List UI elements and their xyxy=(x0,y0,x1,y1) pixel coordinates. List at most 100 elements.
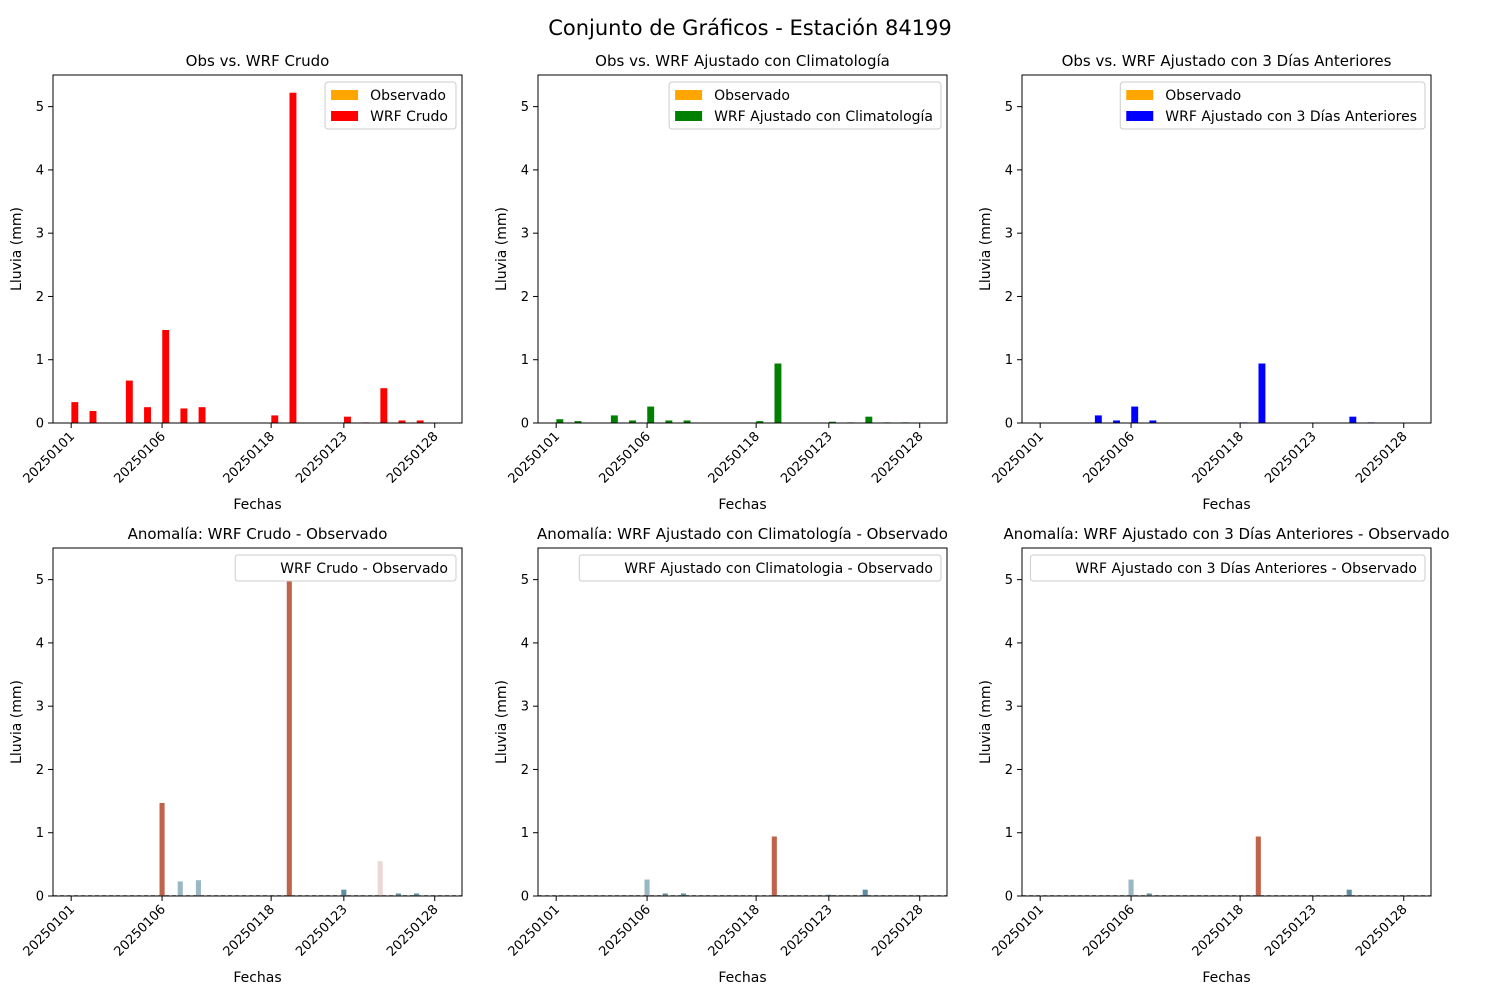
x-axis-label: Fechas xyxy=(233,497,281,513)
x-tick-label: 20250106 xyxy=(1080,902,1137,959)
axes-frame xyxy=(537,547,948,897)
bar xyxy=(377,861,383,896)
legend-entry: Observado xyxy=(1165,88,1241,104)
y-tick-label: 0 xyxy=(1005,890,1013,905)
subplot-title: Anomalía: WRF Ajustado con Climatología … xyxy=(537,525,948,543)
subplot-title: Anomalía: WRF Ajustado con 3 Días Anteri… xyxy=(1003,525,1449,543)
axes-frame xyxy=(1021,547,1432,897)
x-tick-label: 20250118 xyxy=(706,902,763,959)
legend-entry: Observado xyxy=(370,88,446,104)
y-tick-label: 2 xyxy=(1005,763,1013,778)
bar xyxy=(662,893,668,896)
x-tick-label: 20250128 xyxy=(1353,902,1410,959)
x-axis-label: Fechas xyxy=(718,497,766,513)
bar xyxy=(180,408,188,423)
bar xyxy=(756,421,764,423)
y-axis-label: Lluvia (mm) xyxy=(9,207,25,291)
bar xyxy=(574,421,582,423)
y-tick-label: 3 xyxy=(1005,700,1013,715)
subplot-5: Anomalía: WRF Ajustado con Climatología … xyxy=(494,525,948,986)
bar xyxy=(398,420,406,423)
bar xyxy=(680,893,686,896)
bar xyxy=(289,92,297,423)
y-tick-label: 4 xyxy=(36,636,44,651)
subplot-title: Anomalía: WRF Crudo - Observado xyxy=(128,525,388,543)
legend-box xyxy=(1119,81,1426,130)
x-tick-label: 20250123 xyxy=(778,429,835,486)
x-axis-label: Fechas xyxy=(1202,970,1250,986)
legend-entry: WRF Ajustado con 3 Días Anteriores xyxy=(1165,109,1417,125)
x-tick-label: 20250123 xyxy=(1262,429,1319,486)
bar xyxy=(380,388,388,423)
bar xyxy=(1146,893,1152,896)
y-tick-label: 0 xyxy=(521,417,529,432)
bar xyxy=(286,565,292,896)
subplot-3: Obs vs. WRF Ajustado con 3 Días Anterior… xyxy=(978,52,1432,513)
x-tick-label: 20250123 xyxy=(293,429,350,486)
bar xyxy=(395,893,401,896)
legend-swatch xyxy=(675,90,703,100)
subplot-1: Obs vs. WRF Crudo 0 1 2 3 4 5 20250101 20250106 2… xyxy=(9,52,463,513)
y-tick-label: 2 xyxy=(36,290,44,305)
bar xyxy=(271,415,279,423)
y-tick-label: 1 xyxy=(1005,826,1013,841)
legend-entry: WRF Ajustado con Climatología xyxy=(714,109,933,125)
x-tick-label: 20250128 xyxy=(384,902,441,959)
legend: WRF Ajustado con Climatologia - Observad… xyxy=(578,554,942,582)
bar xyxy=(89,410,97,423)
y-tick-label: 5 xyxy=(36,573,44,588)
x-tick-label: 20250106 xyxy=(1080,429,1137,486)
legend-swatch xyxy=(1126,111,1154,121)
bar xyxy=(644,879,650,896)
y-tick-label: 5 xyxy=(521,100,529,115)
x-tick-label: 20250128 xyxy=(384,429,441,486)
x-tick-label: 20250118 xyxy=(1190,902,1247,959)
y-tick-label: 1 xyxy=(36,353,44,368)
x-tick-label: 20250101 xyxy=(990,902,1047,959)
legend: Observado WRF Crudo xyxy=(324,81,457,130)
legend-swatch xyxy=(331,111,359,121)
bar xyxy=(162,329,170,423)
legend-box xyxy=(578,554,942,582)
y-tick-label: 5 xyxy=(36,100,44,115)
bar xyxy=(1149,420,1157,423)
x-tick-label: 20250106 xyxy=(596,902,653,959)
x-tick-label: 20250106 xyxy=(111,429,168,486)
legend: WRF Crudo - Observado xyxy=(234,554,457,582)
x-tick-label: 20250101 xyxy=(21,902,78,959)
bar xyxy=(414,893,420,896)
y-tick-label: 2 xyxy=(521,763,529,778)
subplot-title: Obs vs. WRF Crudo xyxy=(186,52,330,70)
bar xyxy=(144,407,151,423)
y-axis-label: Lluvia (mm) xyxy=(494,207,510,291)
x-tick-label: 20250128 xyxy=(869,902,926,959)
legend-entry: WRF Crudo xyxy=(370,109,448,125)
x-tick-label: 20250106 xyxy=(111,902,168,959)
legend-swatch xyxy=(331,90,359,100)
bar xyxy=(71,402,79,423)
y-tick-label: 4 xyxy=(521,636,529,651)
x-tick-label: 20250123 xyxy=(293,902,350,959)
x-axis-label: Fechas xyxy=(233,970,281,986)
subplot-4: Anomalía: WRF Crudo - Observado 0 1 2 3 4 5 202… xyxy=(9,525,463,986)
bar xyxy=(665,420,673,423)
x-axis-label: Fechas xyxy=(1202,497,1250,513)
bar xyxy=(341,889,347,896)
x-tick-label: 20250123 xyxy=(778,902,835,959)
bar xyxy=(771,836,777,896)
bar xyxy=(556,419,564,423)
x-tick-label: 20250128 xyxy=(869,429,926,486)
bar xyxy=(610,415,618,423)
legend-entry: WRF Ajustado con 3 Días Anteriores - Obs… xyxy=(1075,561,1417,577)
y-tick-label: 0 xyxy=(36,417,44,432)
x-tick-label: 20250123 xyxy=(1262,902,1319,959)
bar xyxy=(774,363,782,423)
legend-box xyxy=(234,554,457,582)
y-tick-label: 1 xyxy=(521,826,529,841)
legend: WRF Ajustado con 3 Días Anteriores - Obs… xyxy=(1029,554,1426,582)
axes-frame xyxy=(52,547,463,897)
y-tick-label: 0 xyxy=(1005,417,1013,432)
y-tick-label: 2 xyxy=(36,763,44,778)
bar xyxy=(1346,889,1352,896)
